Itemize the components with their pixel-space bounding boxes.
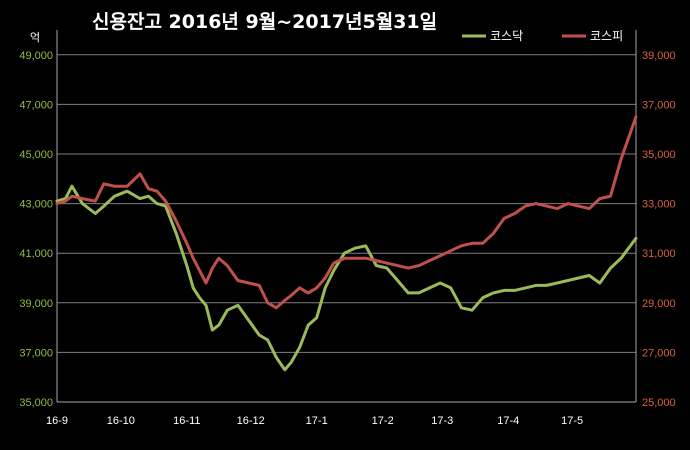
x-axis-tick-label: 16-12 — [237, 415, 265, 427]
left-axis-tick-label: 45,000 — [19, 149, 53, 161]
left-axis-tick-label: 37,000 — [19, 347, 53, 359]
left-axis-tick-label: 47,000 — [19, 99, 53, 111]
legend: 코스닥 코스피 — [462, 29, 623, 43]
left-axis-ticks: 35,000 37,000 39,000 41,000 43,000 45,000 47,0… — [19, 50, 53, 409]
left-axis-tick-label: 49,000 — [19, 50, 53, 62]
x-axis-tick-label: 17-4 — [497, 415, 519, 427]
left-axis-tick-label: 35,000 — [19, 397, 53, 409]
legend-item-kosdaq[interactable]: 코스닥 — [462, 29, 523, 43]
series-layer — [55, 115, 638, 372]
y-axis-unit-label: 억 — [30, 31, 40, 44]
x-axis-ticks: 16-9 16-10 16-11 16-12 17-1 17-2 17-3 17-4 17-5 — [46, 415, 583, 427]
right-axis-tick-label: 33,000 — [642, 199, 676, 211]
legend-item-kospi[interactable]: 코스피 — [562, 29, 623, 43]
right-axis-tick-label: 39,000 — [642, 50, 676, 62]
series-line-kosdaq — [55, 184, 638, 372]
left-axis-tick-label: 43,000 — [19, 199, 53, 211]
legend-label-kosdaq: 코스닥 — [490, 29, 523, 43]
right-axis-tick-label: 37,000 — [642, 99, 676, 111]
right-axis-tick-label: 27,000 — [642, 347, 676, 359]
left-axis-tick-label: 41,000 — [19, 248, 53, 260]
x-axis-tick-label: 16-10 — [107, 415, 135, 427]
x-axis-tick-label: 16-9 — [46, 415, 68, 427]
right-axis-tick-label: 29,000 — [642, 298, 676, 310]
right-axis-tick-label: 31,000 — [642, 248, 676, 260]
right-axis-tick-label: 25,000 — [642, 397, 676, 409]
legend-label-kospi: 코스피 — [590, 29, 623, 43]
series-line-kospi — [55, 115, 638, 310]
x-axis-tick-label: 17-5 — [561, 415, 583, 427]
x-axis-tick-label: 17-1 — [306, 415, 328, 427]
right-axis-tick-label: 35,000 — [642, 149, 676, 161]
x-axis-tick-label: 17-3 — [431, 415, 453, 427]
chart-title: 신용잔고 2016년 9월~2017년5월31일 — [92, 11, 437, 33]
x-axis-tick-label: 16-11 — [173, 415, 200, 427]
right-axis-ticks: 25,000 27,000 29,000 31,000 33,000 35,000 37,0… — [642, 50, 676, 409]
x-axis-tick-label: 17-2 — [372, 415, 394, 427]
axes — [56, 30, 637, 403]
left-axis-tick-label: 39,000 — [19, 298, 53, 310]
